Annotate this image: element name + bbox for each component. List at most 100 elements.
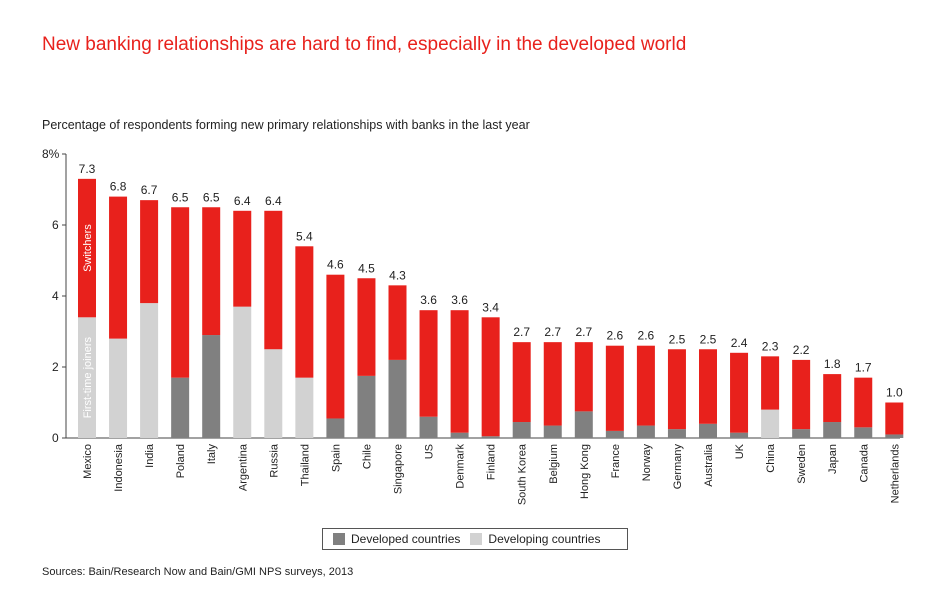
bar-segment-first-time-joiners (450, 432, 469, 438)
bar-segment-first-time-joiners (854, 427, 873, 438)
bar-segment-first-time-joiners (823, 422, 842, 438)
bar-segment-first-time-joiners (512, 422, 531, 438)
y-tick-label: 6 (52, 218, 59, 232)
bar-segment-first-time-joiners (792, 429, 811, 438)
category-label: Argentina (237, 443, 249, 491)
bar-value-label: 2.6 (638, 329, 655, 343)
bar-segment-switchers (730, 352, 749, 433)
category-label: Finland (486, 444, 498, 480)
bar-segment-switchers (885, 402, 904, 435)
bar-segment-switchers (543, 342, 562, 426)
bar-value-label: 4.6 (327, 258, 344, 272)
bar-segment-first-time-joiners (202, 335, 221, 438)
category-label: Netherlands (889, 444, 901, 504)
bar-value-label: 2.6 (607, 329, 624, 343)
bar-segment-first-time-joiners (761, 409, 780, 438)
chart-legend: Developed countries Developing countries (322, 528, 628, 550)
y-tick-label: 8% (42, 147, 60, 161)
chart-title: New banking relationships are hard to fi… (42, 34, 687, 55)
bar-value-label: 7.3 (79, 162, 96, 176)
bar-segment-switchers (792, 359, 811, 430)
bar-value-label: 6.4 (265, 194, 282, 208)
bar-value-label: 2.7 (513, 325, 530, 339)
bar-value-label: 6.5 (172, 190, 189, 204)
bar-segment-switchers (761, 356, 780, 410)
bar-segment-switchers (78, 178, 96, 318)
y-tick-label: 0 (52, 431, 59, 445)
category-label: Indonesia (113, 443, 125, 492)
legend-swatch-developed (333, 533, 345, 545)
bar-segment-switchers (326, 274, 345, 419)
bar-value-label: 2.7 (575, 325, 592, 339)
category-label: Chile (361, 444, 373, 469)
bar-value-label: 1.0 (886, 386, 903, 400)
category-label: Thailand (299, 444, 311, 486)
bar-segment-switchers (419, 310, 438, 417)
bar-value-label: 2.3 (762, 339, 779, 353)
category-label: US (424, 444, 436, 459)
bar-segment-switchers (388, 285, 407, 360)
bar-segment-switchers (140, 200, 159, 304)
y-tick-label: 4 (52, 289, 59, 303)
category-label: Singapore (393, 444, 405, 494)
category-label: China (765, 443, 777, 473)
bar-segment-first-time-joiners (171, 377, 190, 438)
bar-value-label: 3.6 (420, 293, 437, 307)
bar-segment-first-time-joiners (730, 432, 749, 438)
bar-segment-switchers (109, 196, 128, 339)
bar-segment-first-time-joiners (699, 423, 717, 438)
category-label: Denmark (455, 444, 467, 489)
category-label: Belgium (548, 444, 560, 484)
bar-value-label: 6.7 (141, 183, 158, 197)
bar-value-label: 6.5 (203, 190, 220, 204)
category-label: Australia (703, 443, 715, 487)
bar-value-label: 2.2 (793, 343, 810, 357)
legend-item-developing: Developing countries (470, 532, 600, 546)
bar-segment-switchers (202, 207, 221, 336)
bar-value-label: 5.4 (296, 229, 313, 243)
bar-segment-switchers (481, 317, 500, 437)
category-label: UK (734, 443, 746, 459)
bar-segment-switchers (636, 345, 655, 426)
bar-value-label: 1.7 (855, 361, 872, 375)
category-label: India (144, 443, 156, 468)
bar-segment-first-time-joiners (357, 375, 376, 438)
bar-segment-switchers (823, 374, 842, 423)
bar-segment-first-time-joiners (109, 338, 128, 438)
category-label: Italy (206, 444, 218, 465)
bar-segment-first-time-joiners (295, 377, 314, 438)
bar-segment-switchers (854, 377, 873, 428)
category-label: Mexico (82, 444, 94, 479)
bar-value-label: 2.5 (700, 332, 717, 346)
bar-segment-first-time-joiners (233, 306, 252, 438)
bar-value-label: 4.3 (389, 268, 406, 282)
bar-segment-first-time-joiners (636, 425, 655, 438)
series-label-first-time-joiners: First-time joiners (82, 337, 94, 419)
category-label: Russia (268, 443, 280, 478)
legend-item-developed: Developed countries (333, 532, 460, 546)
bar-segment-switchers (512, 342, 531, 423)
series-label-switchers: Switchers (82, 224, 94, 272)
bar-segment-first-time-joiners (419, 416, 438, 438)
y-tick-label: 2 (52, 360, 59, 374)
bar-segment-first-time-joiners (140, 303, 159, 438)
bar-segment-switchers (605, 345, 624, 431)
bar-value-label: 1.8 (824, 357, 841, 371)
bar-segment-first-time-joiners (481, 436, 500, 438)
bar-value-label: 6.8 (110, 180, 127, 194)
category-label: Spain (330, 444, 342, 472)
bar-segment-switchers (233, 210, 252, 307)
bar-segment-switchers (264, 210, 283, 350)
category-label: Norway (641, 444, 653, 482)
bar-segment-switchers (450, 310, 469, 433)
category-label: Germany (672, 444, 684, 490)
category-label: Sweden (796, 444, 808, 484)
bar-segment-switchers (295, 246, 314, 378)
bar-value-label: 2.4 (731, 336, 748, 350)
bar-value-label: 2.7 (544, 325, 561, 339)
bar-value-label: 6.4 (234, 194, 251, 208)
category-label: France (610, 444, 622, 478)
bar-value-label: 3.6 (451, 293, 468, 307)
category-label: South Korea (517, 443, 529, 505)
bar-segment-switchers (171, 207, 190, 378)
